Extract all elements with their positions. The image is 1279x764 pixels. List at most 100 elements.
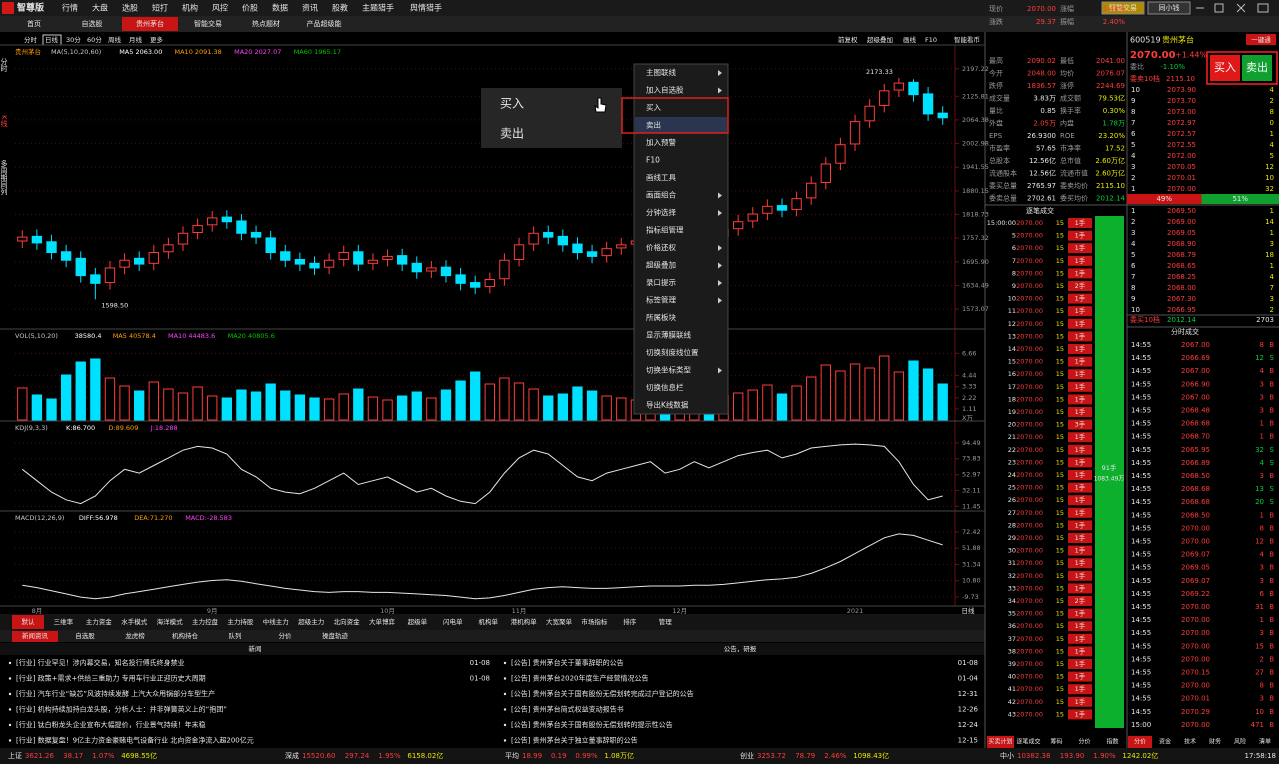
context-menu-item[interactable]: 所属板块	[646, 312, 676, 322]
news-item[interactable]: [公告] 贵州茅台关于国有股份无偿划转的提示性公告	[511, 720, 673, 729]
indicator-tab[interactable]: 中线主力	[263, 617, 289, 626]
context-menu-item[interactable]: F10	[646, 156, 660, 165]
indicator-tab[interactable]: 超级单	[408, 617, 428, 626]
toolbar-button[interactable]: 智能看币	[954, 35, 980, 44]
news-item[interactable]: [公告] 贵州茅台关于国有股份无偿划转完成过户登记的公告	[511, 689, 694, 698]
news-item[interactable]: [行业] 政策+需求+供给三重助力 专用车行业正迎历史大周期	[16, 674, 206, 683]
news-item[interactable]: [行业] 行业罕见！涉内幕交易，知名投行傅氏终身禁业	[16, 658, 185, 667]
news-item[interactable]: [行业] 数据复盘！9亿主力资金豪赌电气设备行业 北向资金净流入超200亿元	[16, 736, 254, 745]
popup-item[interactable]: 卖出	[500, 127, 524, 141]
news-item[interactable]: [公告] 贵州茅台简式权益变动报告书	[511, 705, 624, 714]
news-item[interactable]: [行业] 汽车行业“缺芯”风波持续发酵 上汽大众甩锅部分车型生产	[16, 689, 215, 698]
period-button[interactable]: 分时	[24, 35, 38, 44]
context-menu-item[interactable]: 导出K线数据	[646, 400, 689, 410]
context-menu-item[interactable]: 价格还权	[646, 242, 676, 252]
context-menu-item[interactable]: 加入自选股	[646, 85, 684, 95]
top-button[interactable]	[1101, 1, 1145, 15]
indicator-tab[interactable]: 主力持股	[227, 617, 254, 626]
trade-button[interactable]	[1242, 55, 1272, 81]
tab[interactable]: 自选股	[82, 19, 103, 28]
news-tab[interactable]: 新闻资讯	[22, 631, 49, 640]
context-menu-item[interactable]: 分钟选择	[646, 207, 676, 217]
indicator-tab[interactable]: 北向资金	[334, 617, 361, 626]
menu-item[interactable]: 短打	[152, 3, 168, 13]
axis-button[interactable]: 日线	[962, 606, 976, 615]
toolbar-button[interactable]: 画线	[903, 35, 917, 44]
news-item[interactable]: [公告] 贵州茅台关于独立董事辞职的公告	[511, 736, 638, 745]
context-menu-item[interactable]: 卖出	[646, 120, 661, 130]
news-item[interactable]: [行业] 机构持续加持白龙头股，分析人士：并非弹簧英义上的“抱团”	[16, 705, 227, 714]
news-item[interactable]: [行业] 钛白粉龙头企业宣布大幅提价，行业景气持续！年末稳	[16, 720, 206, 729]
panel-tab[interactable]: 财务	[1209, 738, 1221, 746]
period-button[interactable]: 周线	[108, 35, 122, 44]
news-tab[interactable]: 队列	[229, 631, 242, 640]
indicator-tab[interactable]: 主力资金	[86, 617, 113, 626]
period-button[interactable]: 日线	[45, 35, 59, 44]
menu-item[interactable]: 舆情猎手	[410, 3, 442, 13]
context-menu-item[interactable]: 切换信息栏	[646, 382, 684, 392]
side-label[interactable]: K线	[0, 115, 8, 127]
control[interactable]	[1236, 3, 1246, 13]
period-button[interactable]: 30分	[66, 35, 81, 44]
context-menu-item[interactable]: 画面组合	[646, 190, 676, 200]
panel-tab[interactable]: 分价	[1078, 738, 1090, 746]
indicator-tab[interactable]: 三维率	[54, 617, 74, 626]
menu-item[interactable]: 资讯	[302, 3, 318, 13]
context-menu-item[interactable]: 指标组管理	[646, 225, 684, 235]
toolbar-button[interactable]: F10	[925, 36, 937, 44]
context-menu-item[interactable]: 买入	[646, 103, 661, 112]
menu-item[interactable]: 价股	[242, 4, 258, 13]
context-menu-item[interactable]: 标签管理	[646, 295, 676, 305]
tab[interactable]: 产品超级能	[307, 19, 342, 28]
menu-item[interactable]: 机构	[182, 3, 198, 13]
menu-item[interactable]: 行情	[62, 3, 78, 13]
panel-tab[interactable]: 清单	[1259, 738, 1271, 746]
toolbar-button[interactable]: 前复权	[838, 35, 858, 44]
context-menu-item[interactable]: 画线工具	[646, 172, 676, 182]
menu-item[interactable]: 数据	[272, 3, 288, 13]
indicator-tab[interactable]: 默认	[22, 617, 36, 626]
period-button[interactable]: 月线	[129, 35, 143, 44]
news-tab[interactable]: 分价	[279, 631, 293, 640]
quick-button-label[interactable]: 一键通	[1251, 35, 1271, 44]
trade-button-label[interactable]: 卖出	[1246, 60, 1268, 74]
context-menu-item[interactable]: 显示薄膜联线	[646, 330, 691, 340]
menu-item[interactable]: 主题猎手	[362, 3, 394, 13]
indicator-tab[interactable]: 闪电单	[443, 617, 463, 626]
side-label[interactable]: 多周期同列	[0, 159, 8, 196]
context-menu-item[interactable]: 切换坐标类型	[646, 365, 691, 375]
period-button[interactable]: 更多	[150, 35, 164, 44]
panel-tab[interactable]: 分价	[1134, 738, 1146, 746]
menu-item[interactable]: 大盘	[92, 3, 108, 13]
menu-item[interactable]: 风控	[212, 3, 228, 13]
context-menu-item[interactable]: 加入预警	[646, 137, 676, 147]
top-button[interactable]	[1147, 1, 1191, 15]
top-button-label[interactable]: 智能交易	[1109, 3, 1137, 12]
side-label[interactable]: 分时	[0, 57, 8, 72]
indicator-tab[interactable]: 主力控盘	[192, 617, 219, 626]
control[interactable]	[1257, 3, 1269, 13]
tab[interactable]: 贵州茅台	[136, 19, 164, 28]
news-tab[interactable]: 机构持仓	[172, 631, 199, 640]
indicator-tab[interactable]: 海洋模式	[157, 617, 184, 626]
indicator-tab[interactable]: 机构单	[478, 617, 498, 626]
indicator-tab[interactable]: 超级主力	[298, 617, 324, 626]
tab[interactable]: 智能交易	[194, 19, 222, 28]
news-item[interactable]: [公告] 贵州茅台关于董事辞职的公告	[511, 658, 624, 667]
trade-button-label[interactable]: 买入	[1214, 61, 1236, 74]
menu-item[interactable]: 股教	[332, 3, 348, 13]
quick-button[interactable]	[1246, 34, 1276, 45]
panel-tab[interactable]: 指数	[1106, 738, 1118, 746]
indicator-tab[interactable]: 管理	[659, 617, 673, 626]
control[interactable]	[1214, 3, 1224, 13]
news-tab[interactable]: 操盘轨迹	[322, 631, 349, 640]
context-menu-item[interactable]: 切换刻度线位置	[646, 347, 699, 357]
indicator-tab[interactable]: 大宽聚单	[546, 617, 573, 626]
news-item[interactable]: [公告] 贵州茅台2020年度生产经营情况公告	[511, 674, 649, 683]
panel-tab[interactable]: 逐笔成交	[1016, 738, 1040, 746]
indicator-tab[interactable]: 排序	[623, 617, 637, 626]
menu-item[interactable]: 选股	[122, 3, 138, 13]
toolbar-button[interactable]: 超级叠加	[867, 35, 893, 44]
indicator-tab[interactable]: 市场指标	[581, 617, 608, 626]
trade-button[interactable]	[1210, 55, 1240, 81]
